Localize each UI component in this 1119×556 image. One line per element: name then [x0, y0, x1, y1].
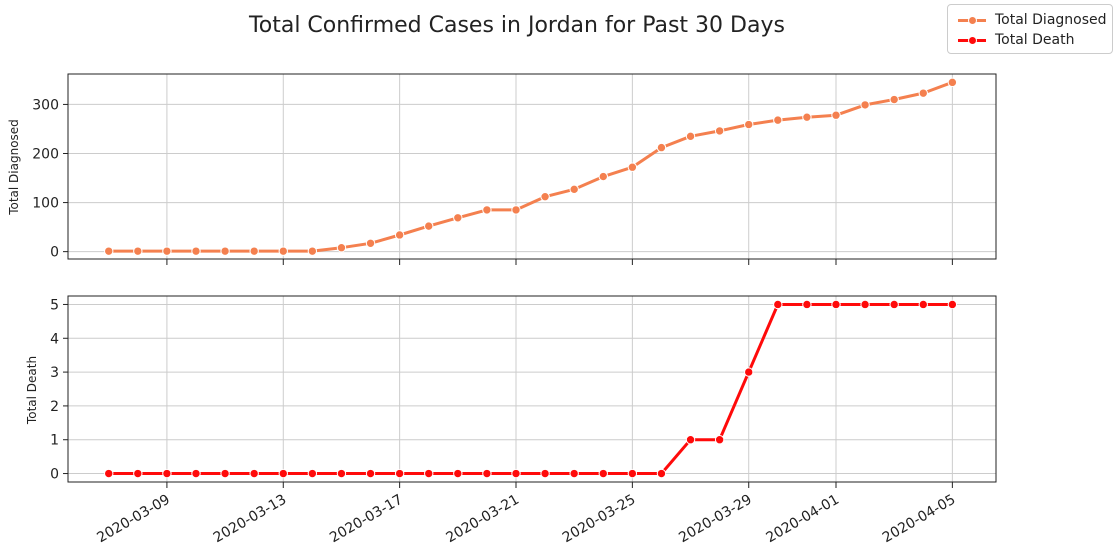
data-point	[511, 468, 521, 479]
y-tick-label: 4	[50, 331, 59, 347]
plot-frame	[67, 295, 997, 483]
data-point	[889, 299, 899, 310]
x-tick-label: 2020-03-21	[444, 492, 522, 547]
x-tick-label: 2020-03-29	[676, 492, 754, 547]
x-tick-label: 2020-04-01	[764, 492, 842, 547]
data-point	[569, 468, 579, 479]
data-point	[831, 299, 841, 310]
series-line	[107, 303, 954, 475]
data-point	[249, 468, 259, 479]
data-point	[918, 88, 928, 98]
legend-item-death: Total Death	[958, 31, 1074, 49]
legend-label-death: Total Death	[995, 32, 1075, 48]
y-tick-label: 200	[32, 146, 59, 162]
legend-marker-death	[968, 35, 977, 45]
data-point	[773, 115, 783, 125]
data-point	[394, 230, 405, 240]
plot-frame	[67, 73, 997, 260]
x-tick-label: 2020-04-05	[880, 492, 958, 547]
data-point	[598, 171, 608, 182]
data-point	[307, 246, 318, 256]
data-point	[424, 221, 434, 231]
data-point	[627, 468, 638, 479]
data-point	[307, 468, 318, 479]
data-point	[365, 238, 376, 248]
bottom-subplot: 0 1 2 3 4 5 2020-03-09 2020-03-13 2020-03-17 2020…	[50, 295, 997, 547]
data-point	[133, 246, 143, 256]
data-point	[249, 246, 259, 256]
data-point	[656, 468, 667, 479]
chart-title: Total Confirmed Cases in Jordan for Past…	[248, 13, 785, 38]
data-point	[773, 299, 783, 310]
y-tick-label: 3	[50, 365, 59, 381]
data-point	[947, 77, 958, 88]
data-point	[191, 246, 201, 256]
data-point	[802, 112, 812, 122]
data-point	[744, 367, 754, 377]
data-point	[569, 184, 579, 195]
data-point	[714, 126, 725, 136]
y-axis-label-top: Total Diagnosed	[7, 119, 21, 216]
data-point	[365, 468, 376, 479]
data-point	[453, 213, 463, 223]
data-point	[278, 246, 288, 256]
legend-swatch-diagnosed	[958, 15, 986, 25]
data-point	[889, 94, 899, 105]
x-tick-label: 2020-03-13	[211, 492, 289, 547]
data-point	[714, 435, 725, 445]
data-point	[104, 468, 114, 479]
y-tick-label: 0	[50, 467, 59, 483]
data-point	[482, 468, 492, 479]
y-tick-label: 2	[50, 399, 59, 415]
y-tick-label: 300	[32, 97, 59, 113]
data-point	[191, 468, 201, 479]
data-point	[162, 468, 172, 479]
x-tick-label: 2020-03-09	[94, 492, 172, 547]
legend-swatch-death	[958, 35, 986, 45]
data-point	[278, 468, 288, 479]
data-point	[744, 119, 754, 130]
data-point	[336, 468, 347, 479]
data-point	[394, 468, 405, 479]
data-point	[511, 205, 521, 215]
data-point	[860, 299, 870, 310]
data-point	[685, 131, 696, 142]
y-tick-label: 1	[50, 433, 59, 449]
data-point	[685, 435, 696, 445]
data-point	[627, 162, 638, 172]
legend-marker-diagnosed	[968, 15, 977, 25]
data-point	[104, 246, 114, 256]
data-point	[482, 205, 492, 215]
y-tick-label: 5	[50, 297, 59, 313]
x-tick-label: 2020-03-25	[560, 492, 638, 547]
data-point	[424, 468, 434, 479]
data-point	[947, 299, 958, 310]
data-point	[220, 468, 230, 479]
data-point	[336, 243, 347, 253]
data-point	[220, 246, 230, 256]
data-point	[598, 468, 608, 479]
legend-item-diagnosed: Total Diagnosed	[958, 11, 1107, 29]
top-subplot: 0 100 200 300	[32, 73, 997, 265]
legend: Total Diagnosed Total Death	[947, 4, 1113, 54]
data-point	[918, 299, 928, 310]
x-tick-label: 2020-03-17	[327, 492, 405, 547]
legend-label-diagnosed: Total Diagnosed	[995, 12, 1107, 28]
data-point	[860, 100, 870, 110]
data-point	[540, 191, 550, 202]
data-point	[831, 110, 841, 120]
data-point	[540, 468, 550, 479]
y-tick-label: 0	[50, 245, 59, 261]
data-point	[656, 142, 667, 153]
series-line	[107, 80, 954, 253]
data-point	[802, 299, 812, 310]
data-point	[133, 468, 143, 479]
data-point	[453, 468, 463, 479]
y-axis-label-bottom: Total Death	[25, 356, 39, 425]
y-tick-label: 100	[32, 196, 59, 212]
data-point	[162, 246, 172, 256]
